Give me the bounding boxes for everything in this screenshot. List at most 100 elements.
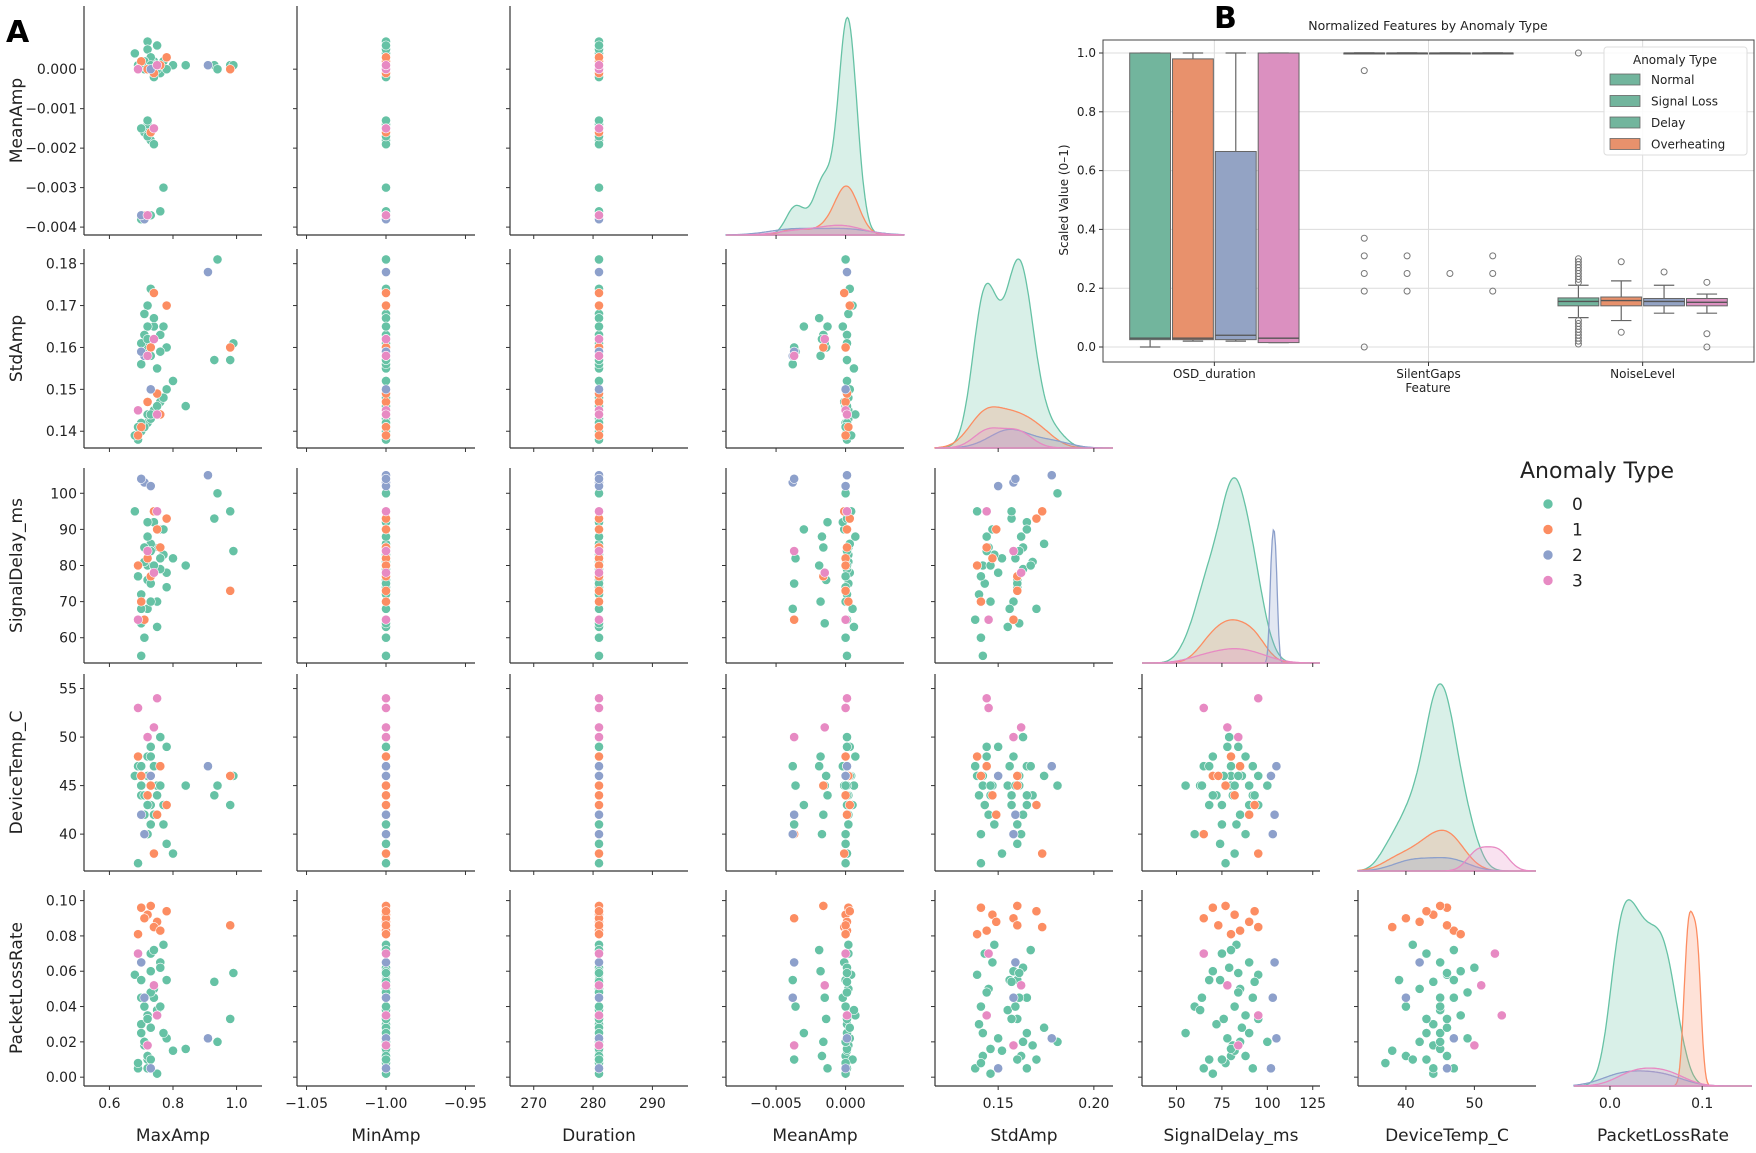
scatter-point [842, 409, 852, 420]
scatter-point [840, 770, 851, 781]
legend-marker [1542, 524, 1554, 535]
scatter-point [161, 975, 172, 985]
scatter-point [840, 929, 851, 940]
scatter-point [842, 470, 852, 481]
scatter-point [381, 546, 391, 556]
scatter-point [594, 585, 604, 596]
outlier-point [1403, 252, 1411, 260]
scatter-point [844, 800, 855, 810]
scatter-point [981, 693, 992, 704]
scatter-point [381, 1040, 391, 1051]
scatter-point [149, 123, 159, 134]
scatter-point [840, 571, 851, 582]
scatter-point [142, 1040, 153, 1051]
scatter-point [594, 409, 604, 420]
scatter-point [212, 1036, 223, 1047]
x-tick-label: 270 [520, 1096, 547, 1112]
scatter-point [142, 321, 153, 332]
scatter-point [1229, 790, 1240, 801]
scatter-point [142, 800, 153, 810]
scatter-point [1012, 900, 1023, 911]
scatter-point [991, 809, 1002, 820]
subplot-DeviceTemp_C-vs-MinAmp [293, 674, 475, 875]
scatter-point [180, 1044, 191, 1054]
scatter-point [993, 1063, 1004, 1074]
scatter-point [1235, 761, 1245, 772]
scatter-point [1262, 780, 1273, 791]
scatter-point [970, 614, 981, 625]
legend-label: Signal Loss [1651, 95, 1718, 109]
scatter-point [152, 693, 163, 704]
scatter-point [155, 346, 166, 357]
scatter-point [1198, 829, 1209, 840]
y-tick-label: 45 [59, 779, 77, 795]
outlier-point [1489, 270, 1497, 277]
scatter-point [789, 732, 800, 742]
scatter-point [1031, 603, 1042, 614]
scatter-point [840, 254, 851, 265]
scatter-point [1266, 770, 1276, 781]
scatter-point [976, 571, 986, 582]
scatter-point [161, 513, 172, 524]
scatter-point [381, 267, 391, 277]
scatter-point [1027, 1040, 1038, 1051]
scatter-point [1046, 761, 1057, 772]
subplot-StdAmp-vs-MinAmp [293, 249, 475, 452]
scatter-point [798, 524, 809, 535]
scatter-point [152, 1068, 163, 1079]
scatter-point [850, 751, 861, 762]
scatter-point [152, 809, 163, 820]
scatter-point [1271, 1033, 1282, 1044]
scatter-point [1231, 819, 1242, 830]
scatter-point [1229, 909, 1240, 920]
scatter-point [1002, 621, 1013, 632]
scatter-point [1198, 703, 1209, 713]
scatter-point [180, 401, 191, 412]
scatter-point [381, 614, 391, 625]
legend-label: 1 [1572, 521, 1583, 541]
scatter-point [1046, 1033, 1057, 1044]
scatter-point [142, 1014, 153, 1024]
scatter-point [594, 313, 604, 324]
scatter-point [1046, 470, 1057, 481]
scatter-point [139, 913, 150, 924]
scatter-point [976, 632, 986, 643]
scatter-point [840, 481, 851, 491]
scatter-point [225, 585, 236, 596]
scatter-point [139, 829, 150, 840]
scatter-point [1253, 848, 1264, 859]
scatter-point [1008, 992, 1019, 1003]
scatter-point [1435, 1001, 1446, 1012]
scatter-point [594, 1063, 604, 1074]
y-tick-label: 0.06 [46, 964, 77, 980]
scatter-point [1008, 829, 1019, 840]
scatter-point [1448, 945, 1459, 955]
scatter-point [1039, 1022, 1049, 1033]
scatter-point [145, 481, 156, 491]
scatter-point [1233, 770, 1244, 781]
scatter-point [145, 900, 156, 911]
scatter-point [1008, 751, 1019, 762]
scatter-point [180, 60, 191, 71]
scatter-point [1217, 819, 1227, 830]
scatter-point [842, 524, 852, 535]
scatter-point [1435, 957, 1446, 968]
scatter-point [1442, 1063, 1452, 1074]
scatter-point [225, 342, 236, 353]
scatter-point [839, 848, 850, 859]
scatter-point [1455, 929, 1466, 940]
x-axis-label: SignalDelay_ms [1164, 1126, 1299, 1146]
scatter-point [1031, 800, 1042, 810]
legend-label: 2 [1572, 546, 1583, 566]
y-tick-label: 40 [59, 827, 77, 843]
scatter-point [1012, 585, 1023, 596]
scatter-point [594, 906, 604, 917]
scatter-point [789, 473, 800, 484]
scatter-point [1204, 1054, 1215, 1065]
scatter-point [594, 506, 604, 517]
scatter-point [1271, 761, 1282, 772]
scatter-point [381, 384, 391, 395]
scatter-point [840, 751, 851, 762]
